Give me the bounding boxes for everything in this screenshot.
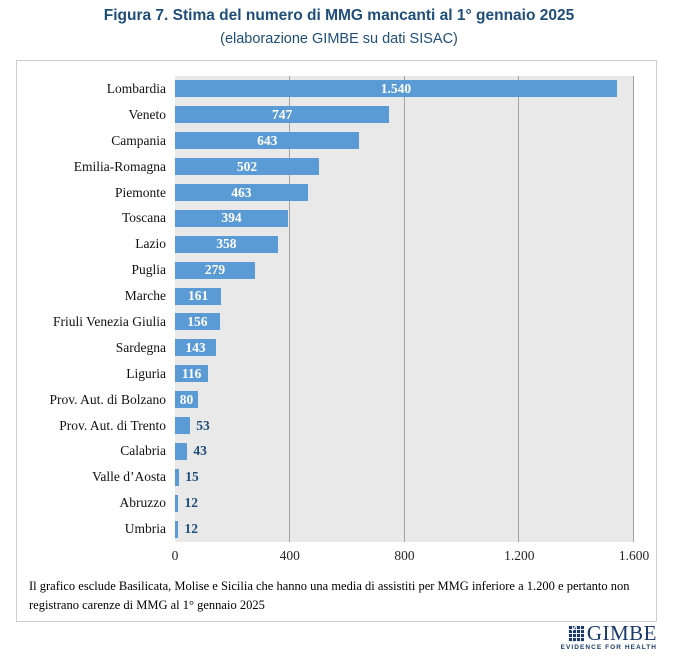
category-label: Campania xyxy=(111,132,166,148)
bar: 502 xyxy=(175,158,319,176)
bar: 394 xyxy=(175,209,289,227)
bar: 463 xyxy=(175,184,308,201)
gimbe-logo-text: GIMBE xyxy=(586,621,657,645)
bar-row: 1.540 xyxy=(175,76,634,102)
bar-row: 43 xyxy=(175,438,634,464)
bar-row: 394 xyxy=(175,205,634,231)
bar-value-label: 394 xyxy=(221,210,242,226)
bar-row: 12 xyxy=(175,490,634,516)
bar: 1.540 xyxy=(175,80,617,98)
category-label: Marche xyxy=(124,288,166,304)
chart-body: Lombardia Veneto Campania Emilia-Romagna Pie… xyxy=(17,76,634,542)
bar: 156 xyxy=(175,313,220,331)
figure-subtitle: (elaborazione GIMBE su dati SISAC) xyxy=(220,31,458,47)
bar-value-label: 156 xyxy=(187,313,208,329)
bar-row: 358 xyxy=(175,231,634,257)
bar-value-label: 116 xyxy=(181,365,202,381)
category-label: Friuli Venezia Giulia xyxy=(53,313,166,329)
bar-value-label: 358 xyxy=(216,236,237,252)
bar xyxy=(175,494,179,512)
category-label: Umbria xyxy=(124,521,166,537)
category-label: Lombardia xyxy=(106,80,166,96)
x-tick-label: 800 xyxy=(394,548,415,563)
bar xyxy=(175,520,179,538)
category-label: Prov. Aut. di Bolzano xyxy=(49,391,167,407)
bar-value-label: 53 xyxy=(196,417,210,433)
x-tick-label: 0 xyxy=(171,548,179,563)
chart-box: Lombardia Veneto Campania Emilia-Romagna Pie… xyxy=(16,60,657,622)
bar-value-label: 747 xyxy=(272,106,293,122)
bar-value-label: 43 xyxy=(193,443,207,459)
bar: 116 xyxy=(175,365,209,383)
bar-row: 12 xyxy=(175,516,634,542)
bar-value-label: 15 xyxy=(185,469,199,485)
gridline xyxy=(288,76,290,542)
bar: 279 xyxy=(175,261,256,279)
bar-value-label: 161 xyxy=(187,288,209,304)
footnote: Il grafico esclude Basilicata, Molise e … xyxy=(29,579,630,612)
category-label: Abruzzo xyxy=(119,495,166,511)
bar xyxy=(175,442,188,460)
category-label: Sardegna xyxy=(115,339,166,355)
gimbe-logo-row: ✓ GIMBE xyxy=(561,621,657,645)
bar-row: 502 xyxy=(175,154,634,180)
category-label: Piemonte xyxy=(115,184,166,200)
bar-row: 116 xyxy=(175,361,634,387)
category-label: Toscana xyxy=(121,210,166,226)
bar-row: 747 xyxy=(175,102,634,128)
category-label: Calabria xyxy=(120,443,166,459)
gridlines xyxy=(175,76,634,542)
bar-value-label: 143 xyxy=(185,339,206,355)
bar-row: 15 xyxy=(175,464,634,490)
figure-title: Figura 7. Stima del numero di MMG mancan… xyxy=(103,7,575,24)
category-labels: Lombardia Veneto Campania Emilia-Romagna Pie… xyxy=(17,76,175,542)
bar: 80 xyxy=(175,391,198,409)
gimbe-mosaic-icon: ✓ xyxy=(567,623,584,642)
gimbe-logo: ✓ GIMBE EVIDENCE FOR HEALTH xyxy=(560,621,657,652)
bar-value-label: 279 xyxy=(204,262,226,278)
x-tick-label: 400 xyxy=(279,548,300,563)
category-label: Prov. Aut. di Trento xyxy=(59,417,166,433)
gimbe-logo-tagline: EVIDENCE FOR HEALTH xyxy=(560,644,657,651)
bar-value-label: 643 xyxy=(257,132,278,148)
bar xyxy=(175,468,180,486)
bar-row: 643 xyxy=(175,128,634,154)
bar-row: 143 xyxy=(175,335,634,361)
bar-row: 156 xyxy=(175,309,634,335)
bar-value-label: 80 xyxy=(179,391,194,407)
category-label: Liguria xyxy=(126,365,166,381)
bar-row: 53 xyxy=(175,413,634,439)
category-label: Emilia-Romagna xyxy=(73,158,166,174)
bar-value-label: 12 xyxy=(184,521,198,537)
category-label: Lazio xyxy=(135,236,166,252)
bar-value-label: 1.540 xyxy=(380,80,412,96)
bar-row: 463 xyxy=(175,180,634,206)
bar xyxy=(175,417,191,435)
bar-row: 80 xyxy=(175,387,634,413)
category-label: Puglia xyxy=(131,262,166,278)
gridline xyxy=(518,76,520,542)
check-icon: ✓ xyxy=(569,623,579,635)
x-tick-label: 1.600 xyxy=(618,548,650,563)
bar-value-label: 502 xyxy=(236,158,258,174)
x-axis: 0 400 800 1.200 1.600 xyxy=(171,548,650,566)
bar-value-label: 12 xyxy=(184,495,198,511)
gridline xyxy=(403,76,405,542)
bar: 643 xyxy=(175,132,360,150)
gridline xyxy=(633,76,634,542)
bar-value-label: 463 xyxy=(231,184,252,200)
bar-rows: 1.540 747 643 502 463 394 358 279 161 156 143 116 80… xyxy=(175,76,634,542)
bar-row: 279 xyxy=(175,257,634,283)
x-tick-label: 1.200 xyxy=(504,548,535,563)
bar-row: 161 xyxy=(175,283,634,309)
plot-area: 1.540 747 643 502 463 394 358 279 161 156 143 116 80… xyxy=(175,76,634,542)
bar: 143 xyxy=(175,339,217,357)
bar: 747 xyxy=(175,106,390,124)
bar: 161 xyxy=(175,287,222,305)
bar: 358 xyxy=(175,235,278,253)
category-label: Veneto xyxy=(128,106,167,122)
category-label: Valle d’Aosta xyxy=(92,469,166,485)
